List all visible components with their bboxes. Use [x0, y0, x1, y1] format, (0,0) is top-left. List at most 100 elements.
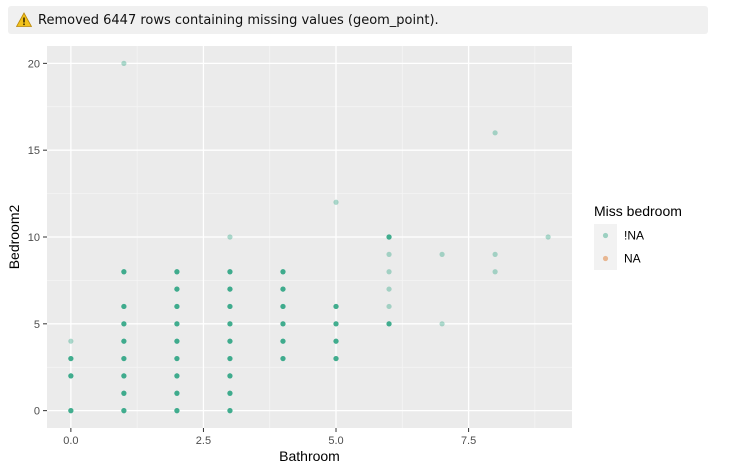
legend: !NA NA	[594, 224, 644, 270]
data-point-0-16-overplot-2	[174, 355, 180, 362]
data-point-0-21-overplot-3	[174, 269, 180, 275]
data-point-0-48-overplot-1	[386, 234, 392, 240]
data-point-0-26-overplot-2	[227, 338, 233, 344]
legend-title: Miss bedroom	[594, 203, 682, 219]
data-point-0-6-overplot-2	[121, 373, 127, 379]
warning-bar: Removed 6447 rows containing missing val…	[8, 6, 708, 34]
data-point-0-17-overplot-1	[174, 338, 180, 344]
data-point-0-27-overplot-3	[227, 321, 233, 327]
data-point-0-21-overplot-2	[174, 269, 180, 275]
data-point-0-38	[333, 355, 339, 362]
data-point-0-28	[227, 303, 233, 310]
data-point-0-33-overplot-3	[280, 338, 286, 344]
data-point-0-11-overplot-1	[121, 269, 127, 275]
data-point-0-34-overplot-2	[280, 321, 286, 327]
data-point-0-12	[121, 60, 127, 66]
data-point-0-38-overplot-2	[333, 355, 339, 362]
data-point-0-29-overplot-2	[227, 286, 233, 292]
data-point-0-48-overplot-2	[386, 234, 392, 240]
data-point-0-25-overplot-2	[227, 355, 233, 362]
data-point-0-47	[386, 251, 392, 257]
data-point-0-24-overplot-3	[227, 373, 233, 379]
x-tick-label-3: 7.5	[461, 435, 476, 447]
data-point-0-8-overplot-2	[121, 338, 127, 344]
data-point-0-25	[227, 355, 233, 362]
x-tick-label-0: 0.0	[63, 435, 78, 447]
data-point-0-31	[227, 234, 233, 240]
data-point-0-5	[121, 390, 127, 396]
data-point-0-3	[68, 338, 74, 344]
data-point-0-44	[386, 303, 392, 310]
data-point-0-10-overplot-3	[121, 303, 127, 310]
legend-key-1	[594, 247, 617, 270]
data-point-0-5-overplot-2	[121, 390, 127, 396]
legend-label-1: NA	[624, 252, 641, 266]
y-axis-ticks: 0 5 10 15 20	[28, 58, 47, 418]
data-point-0-34-overplot-1	[280, 321, 286, 327]
data-point-0-29-overplot-1	[227, 286, 233, 292]
data-point-0-41-overplot-2	[333, 303, 339, 310]
data-point-0-38-overplot-1	[333, 355, 339, 362]
data-point-0-22-overplot-1	[227, 408, 233, 414]
data-point-0-39-overplot-1	[333, 338, 339, 344]
data-point-0-33	[280, 338, 286, 344]
data-point-0-4-overplot-2	[121, 408, 127, 414]
data-point-0-16-overplot-3	[174, 355, 180, 362]
data-point-0-2-overplot-3	[68, 355, 74, 362]
data-point-0-15	[174, 373, 180, 379]
data-point-0-33-overplot-1	[280, 338, 286, 344]
data-point-0-19-overplot-1	[174, 303, 180, 310]
data-point-0-22-overplot-3	[227, 408, 233, 414]
data-point-0-1	[68, 373, 74, 379]
data-point-0-20	[174, 286, 180, 292]
data-point-0-14-overplot-1	[174, 390, 180, 396]
data-point-0-23-overplot-1	[227, 390, 233, 396]
data-point-0-17-overplot-2	[174, 338, 180, 344]
data-point-0-30-overplot-2	[227, 269, 233, 275]
data-point-0-18-overplot-2	[174, 321, 180, 327]
warning-triangle-icon	[16, 12, 32, 27]
data-point-0-40-overplot-2	[333, 321, 339, 327]
data-point-0-14-overplot-2	[174, 390, 180, 396]
data-point-0-18-overplot-1	[174, 321, 180, 327]
data-point-0-23	[227, 390, 233, 396]
data-point-0-24-overplot-1	[227, 373, 233, 379]
data-point-0-1-overplot-3	[68, 373, 74, 379]
data-point-0-40	[333, 321, 339, 327]
data-point-0-43	[386, 321, 392, 327]
data-point-0-7-overplot-3	[121, 355, 127, 362]
data-point-0-32-overplot-1	[280, 355, 286, 362]
data-point-0-48	[386, 234, 392, 240]
data-point-0-39	[333, 338, 339, 344]
data-point-0-11-overplot-2	[121, 269, 127, 275]
data-point-0-30	[227, 269, 233, 275]
data-point-0-7-overplot-1	[121, 355, 127, 362]
data-point-0-41-overplot-1	[333, 303, 339, 310]
data-point-0-15-overplot-1	[174, 373, 180, 379]
data-point-0-51	[492, 269, 498, 275]
data-point-0-4	[121, 408, 127, 414]
data-point-0-16-overplot-1	[174, 355, 180, 362]
x-tick-label-2: 5.0	[328, 435, 343, 447]
data-point-0-15-overplot-2	[174, 373, 180, 379]
legend-swatch-1	[602, 255, 609, 262]
data-point-0-9	[121, 321, 127, 327]
data-point-0-37-overplot-1	[280, 269, 286, 275]
data-point-0-19-overplot-2	[174, 303, 180, 310]
data-point-0-26-overplot-3	[227, 338, 233, 344]
data-point-0-2-overplot-1	[68, 355, 74, 362]
data-point-0-35-overplot-2	[280, 303, 286, 310]
data-point-0-37-overplot-2	[280, 269, 286, 275]
data-point-0-4-overplot-1	[121, 408, 127, 414]
data-point-0-7	[121, 355, 127, 362]
data-point-0-33-overplot-2	[280, 338, 286, 344]
data-point-0-42	[333, 199, 339, 205]
data-point-0-14-overplot-3	[174, 390, 180, 396]
data-point-0-9-overplot-3	[121, 321, 127, 327]
data-point-0-9-overplot-2	[121, 321, 127, 327]
data-point-0-20-overplot-3	[174, 286, 180, 292]
data-point-0-28-overplot-2	[227, 303, 233, 310]
legend-key-0	[594, 224, 617, 247]
data-point-0-53	[492, 130, 498, 136]
